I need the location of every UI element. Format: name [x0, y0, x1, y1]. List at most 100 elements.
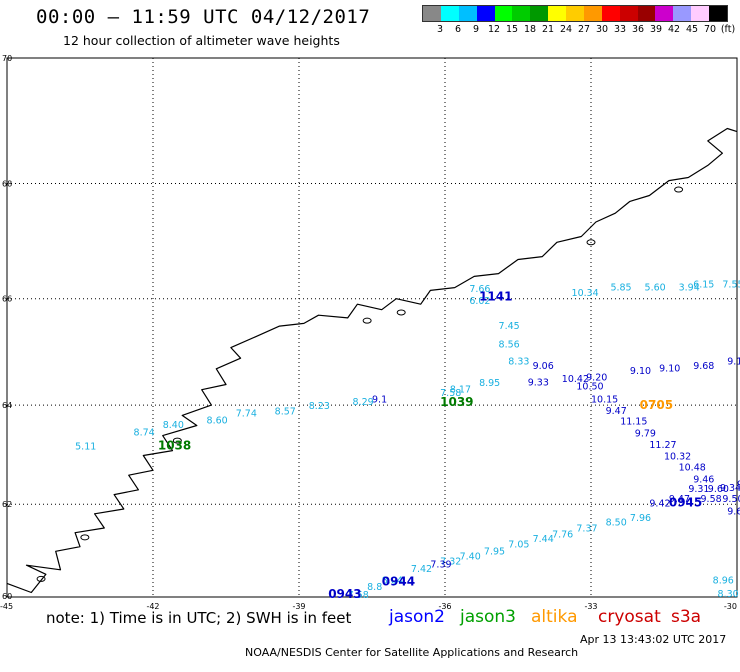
swh-value-label: 8.33 [508, 357, 529, 368]
swh-value-label: 9.06 [533, 361, 554, 372]
map-subtitle: 12 hour collection of altimeter wave hei… [63, 33, 340, 48]
pass-time-label: 1038 [158, 439, 191, 453]
swh-value-label: 7.95 [484, 547, 505, 558]
pass-time-label: 0943 [328, 587, 361, 601]
swh-value-label: 8.74 [134, 428, 155, 439]
lat-tick-label: 70 [2, 54, 12, 63]
swh-value-label: 7.05 [508, 540, 529, 551]
scale-label: 30 [595, 24, 609, 35]
swh-value-label: 10.48 [679, 462, 706, 473]
swh-value-label: 8.95 [479, 378, 500, 389]
color-scale-labels: 3 6 9 12 15 18 21 24 27 30 33 36 39 42 45 70 (ft) [422, 22, 735, 36]
scale-label: 21 [541, 24, 555, 35]
swh-value-label: 9.50 [722, 494, 740, 505]
scale-label: (ft) [720, 24, 736, 35]
scale-swatch [637, 6, 656, 21]
swh-value-label: 7.42 [411, 564, 432, 575]
pass-time-label: 0944 [382, 575, 415, 589]
scale-swatch [530, 6, 549, 21]
scale-swatch [619, 6, 638, 21]
map-frame [6, 57, 738, 598]
map-title: 00:00 — 11:59 UTC 04/12/2017 [36, 6, 371, 28]
scale-swatch [601, 6, 620, 21]
swh-value-label: 9.47 [606, 406, 627, 417]
swh-value-label: 7.32 [440, 556, 461, 567]
pass-time-label: 1039 [440, 395, 473, 409]
swh-value-label: 8.30 [718, 589, 739, 600]
swh-value-label: 8.56 [499, 340, 520, 351]
color-scale-legend: 3 6 9 12 15 18 21 24 27 30 33 36 39 42 45 70 (ft) [422, 5, 735, 36]
island-shape [80, 534, 90, 541]
lat-tick-label: 62 [2, 500, 12, 509]
swh-value-label: 6.02 [469, 296, 490, 307]
swh-value-label: 10.34 [572, 288, 599, 299]
pass-time-label: 1141 [479, 289, 512, 303]
scale-swatch [494, 6, 513, 21]
island-shape [36, 575, 46, 582]
swh-value-label: 8.23 [309, 401, 330, 412]
lon-tick-label: -45 [0, 602, 13, 611]
swh-value-label: 9.10 [659, 363, 680, 374]
swh-value-label: 9.47 [669, 494, 690, 505]
swh-value-label: 3.94 [679, 282, 700, 293]
greenland-coastline [6, 127, 738, 594]
swh-value-label: 8.57 [275, 406, 296, 417]
lat-tick-label: 66 [2, 295, 12, 304]
swh-value-label: 7.74 [236, 408, 257, 419]
swh-value-label: 5.85 [610, 282, 631, 293]
swh-value-label: 8.40 [163, 420, 184, 431]
lat-tick-label: 60 [2, 592, 12, 601]
island-shape [396, 309, 406, 316]
footer: NOAA/NESDIS Center for Satellite Applica… [238, 633, 726, 672]
satellite-name-altika: altika [531, 607, 578, 627]
swh-value-label: 9.58 [701, 494, 722, 505]
swh-value-label: 9.68 [693, 361, 714, 372]
swh-value-label: 8.17 [450, 384, 471, 395]
scale-label: 33 [613, 24, 627, 35]
swh-value-label: 9.11 [727, 357, 740, 368]
swh-value-label: 7.55 [722, 280, 740, 291]
wave-height-map: 7.666.02 10.34 5.85 5.60 3.946.15 7.55 7.45 8.5… [0, 54, 740, 611]
swh-value-label: 7.45 [499, 321, 520, 332]
swh-value-label: 7.44 [533, 534, 554, 545]
island-shape [674, 186, 684, 193]
island-shape [362, 317, 372, 324]
altimeter-tracks: 7.666.02 10.34 5.85 5.60 3.946.15 7.55 7.45 8.5… [75, 280, 740, 601]
scale-swatch [440, 6, 459, 21]
swh-value-label: 8.04 [382, 575, 403, 586]
lon-tick-label: -36 [438, 602, 451, 611]
scale-label: 70 [703, 24, 717, 35]
swh-value-label: 8.60 [207, 415, 228, 426]
swh-value-label: 10.32 [664, 451, 691, 462]
swh-value-label: 11.27 [649, 440, 676, 451]
scale-swatch [583, 6, 602, 21]
swh-value-label: 10.15 [591, 395, 618, 406]
scale-swatch [655, 6, 674, 21]
swh-value-label: 8.8 [367, 582, 382, 593]
swh-value-label: 9.46 [693, 475, 714, 486]
swh-value-label: 10.42 [562, 374, 589, 385]
swh-value-label: 7.39 [430, 559, 451, 570]
swh-value-label: 9.20 [586, 372, 607, 383]
swh-value-label: 8.29 [353, 397, 374, 408]
lat-tick-label: 64 [2, 401, 12, 410]
scale-label: 6 [454, 24, 462, 35]
scale-label: 45 [685, 24, 699, 35]
swh-value-label: 9.34 [720, 483, 740, 494]
island-shape [586, 239, 596, 246]
scale-label: 24 [559, 24, 573, 35]
footer-timestamp: Apr 13 13:43:02 UTC 2017 [580, 633, 727, 646]
swh-value-label: 5.11 [75, 442, 96, 453]
scale-label: 36 [631, 24, 645, 35]
scale-swatch [423, 6, 441, 21]
swh-value-label: 9.42 [649, 499, 670, 510]
swh-value-label: 8.50 [606, 518, 627, 529]
swh-value-label: 7.76 [552, 529, 573, 540]
scale-label: 27 [577, 24, 591, 35]
lon-tick-label: -33 [584, 602, 597, 611]
color-scale-swatches [422, 5, 728, 22]
scale-swatch [566, 6, 584, 21]
swh-value-label: 10.50 [576, 382, 603, 393]
scale-swatch [673, 6, 692, 21]
swh-value-label: 7.37 [576, 524, 597, 535]
